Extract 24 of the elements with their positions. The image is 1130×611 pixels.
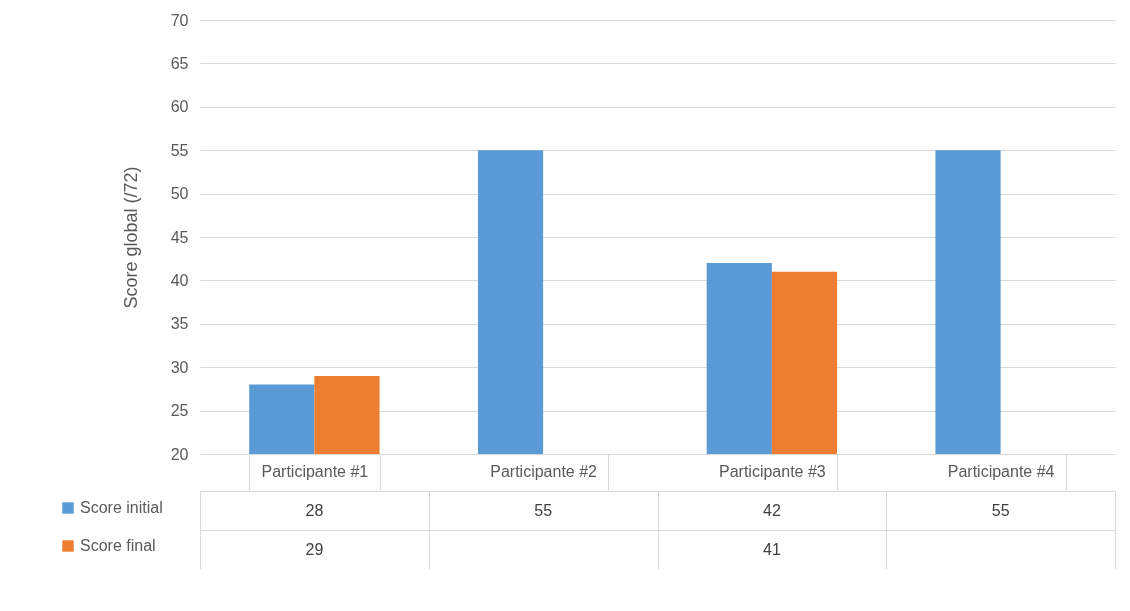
data-label: 42 [762,501,781,519]
data-label: 55 [534,501,553,519]
y-tick-label: 65 [170,54,189,72]
y-tick-label: 40 [170,271,189,289]
y-tick-label: 55 [170,141,189,159]
y-tick-label: 50 [170,185,189,203]
legend-label: Score initial [80,499,163,516]
x-tick-label: Participante #1 [261,462,369,480]
x-tick-label: Participante #4 [947,462,1055,480]
y-tick-label: 70 [170,11,189,29]
y-tick-label: 20 [170,445,189,463]
data-label: 29 [305,540,324,558]
x-tick-label: Participante #2 [490,462,598,480]
y-axis-title: Score global (/72) [120,166,141,309]
x-tick-label: Participante #3 [719,462,826,480]
y-tick-label: 45 [170,228,189,246]
y-tick-label: 25 [170,402,189,420]
legend-label: Score final [80,537,156,554]
data-label: 41 [762,540,781,558]
data-label: 55 [991,501,1010,519]
y-tick-label: 30 [170,358,189,376]
y-tick-label: 60 [170,98,189,116]
y-tick-label: 35 [170,315,189,333]
data-label: 28 [305,501,324,519]
